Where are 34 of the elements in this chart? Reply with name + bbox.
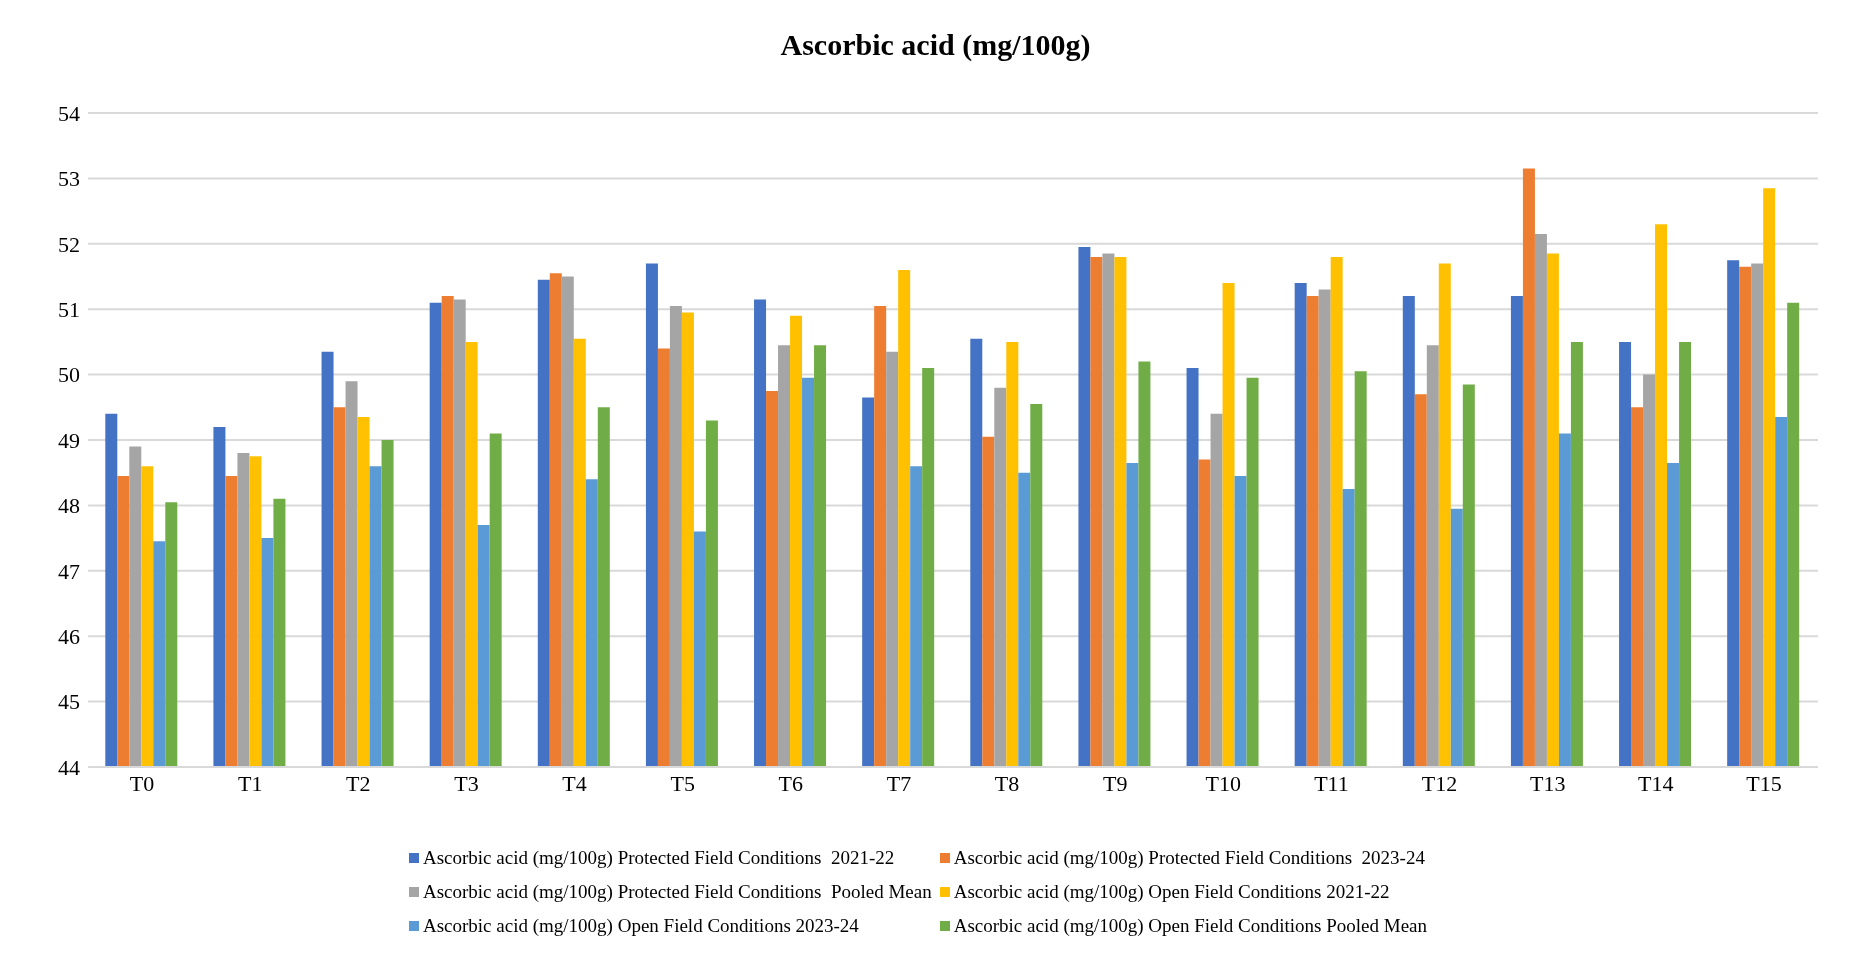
x-tick-label: T2 <box>346 770 371 796</box>
y-tick-label: 47 <box>58 558 80 584</box>
y-tick-label: 51 <box>58 297 80 323</box>
x-tick-label: T4 <box>562 770 587 796</box>
legend-label: Ascorbic acid (mg/100g) Open Field Conditions 2021-22 <box>953 881 1390 903</box>
x-tick-label: T14 <box>1638 770 1674 796</box>
legend-label: Ascorbic acid (mg/100g) Open Field Conditions 2023-24 <box>422 915 859 937</box>
y-tick-label: 52 <box>58 231 80 257</box>
x-tick-label: T12 <box>1421 770 1458 796</box>
legend-label: Ascorbic acid (mg/100g) Open Field Conditions Pooled Mean <box>953 915 1428 937</box>
x-tick-label: T6 <box>778 770 804 796</box>
x-tick-label: T10 <box>1205 770 1242 796</box>
y-tick-label: 53 <box>58 166 80 192</box>
y-tick-label: 45 <box>58 689 80 715</box>
legend-label: Ascorbic acid (mg/100g) Protected Field Conditions Pooled Mean <box>422 881 932 903</box>
y-tick-label: 54 <box>58 100 80 126</box>
x-tick-label: T11 <box>1314 770 1349 796</box>
y-tick-label: 46 <box>58 624 80 650</box>
x-tick-label: T1 <box>237 770 263 796</box>
y-tick-label: 50 <box>58 362 80 388</box>
x-tick-label: T8 <box>994 770 1020 796</box>
x-tick-label: T15 <box>1746 770 1782 796</box>
x-tick-label: T3 <box>454 770 479 796</box>
x-tick-label: T9 <box>1102 770 1128 796</box>
legend-label: Ascorbic acid (mg/100g) Protected Field Conditions 2021-22 <box>422 847 895 869</box>
chart-title: Ascorbic acid (mg/100g) <box>779 27 1092 63</box>
x-tick-label: T5 <box>670 770 695 796</box>
x-tick-label: T13 <box>1529 770 1566 796</box>
x-tick-label: T0 <box>129 770 155 796</box>
y-tick-label: 48 <box>58 493 80 519</box>
y-tick-label: 49 <box>58 427 80 453</box>
y-tick-label: 44 <box>58 754 80 780</box>
legend-label: Ascorbic acid (mg/100g) Protected Field Conditions 2023-24 <box>953 847 1425 869</box>
x-tick-label: T7 <box>886 770 912 796</box>
